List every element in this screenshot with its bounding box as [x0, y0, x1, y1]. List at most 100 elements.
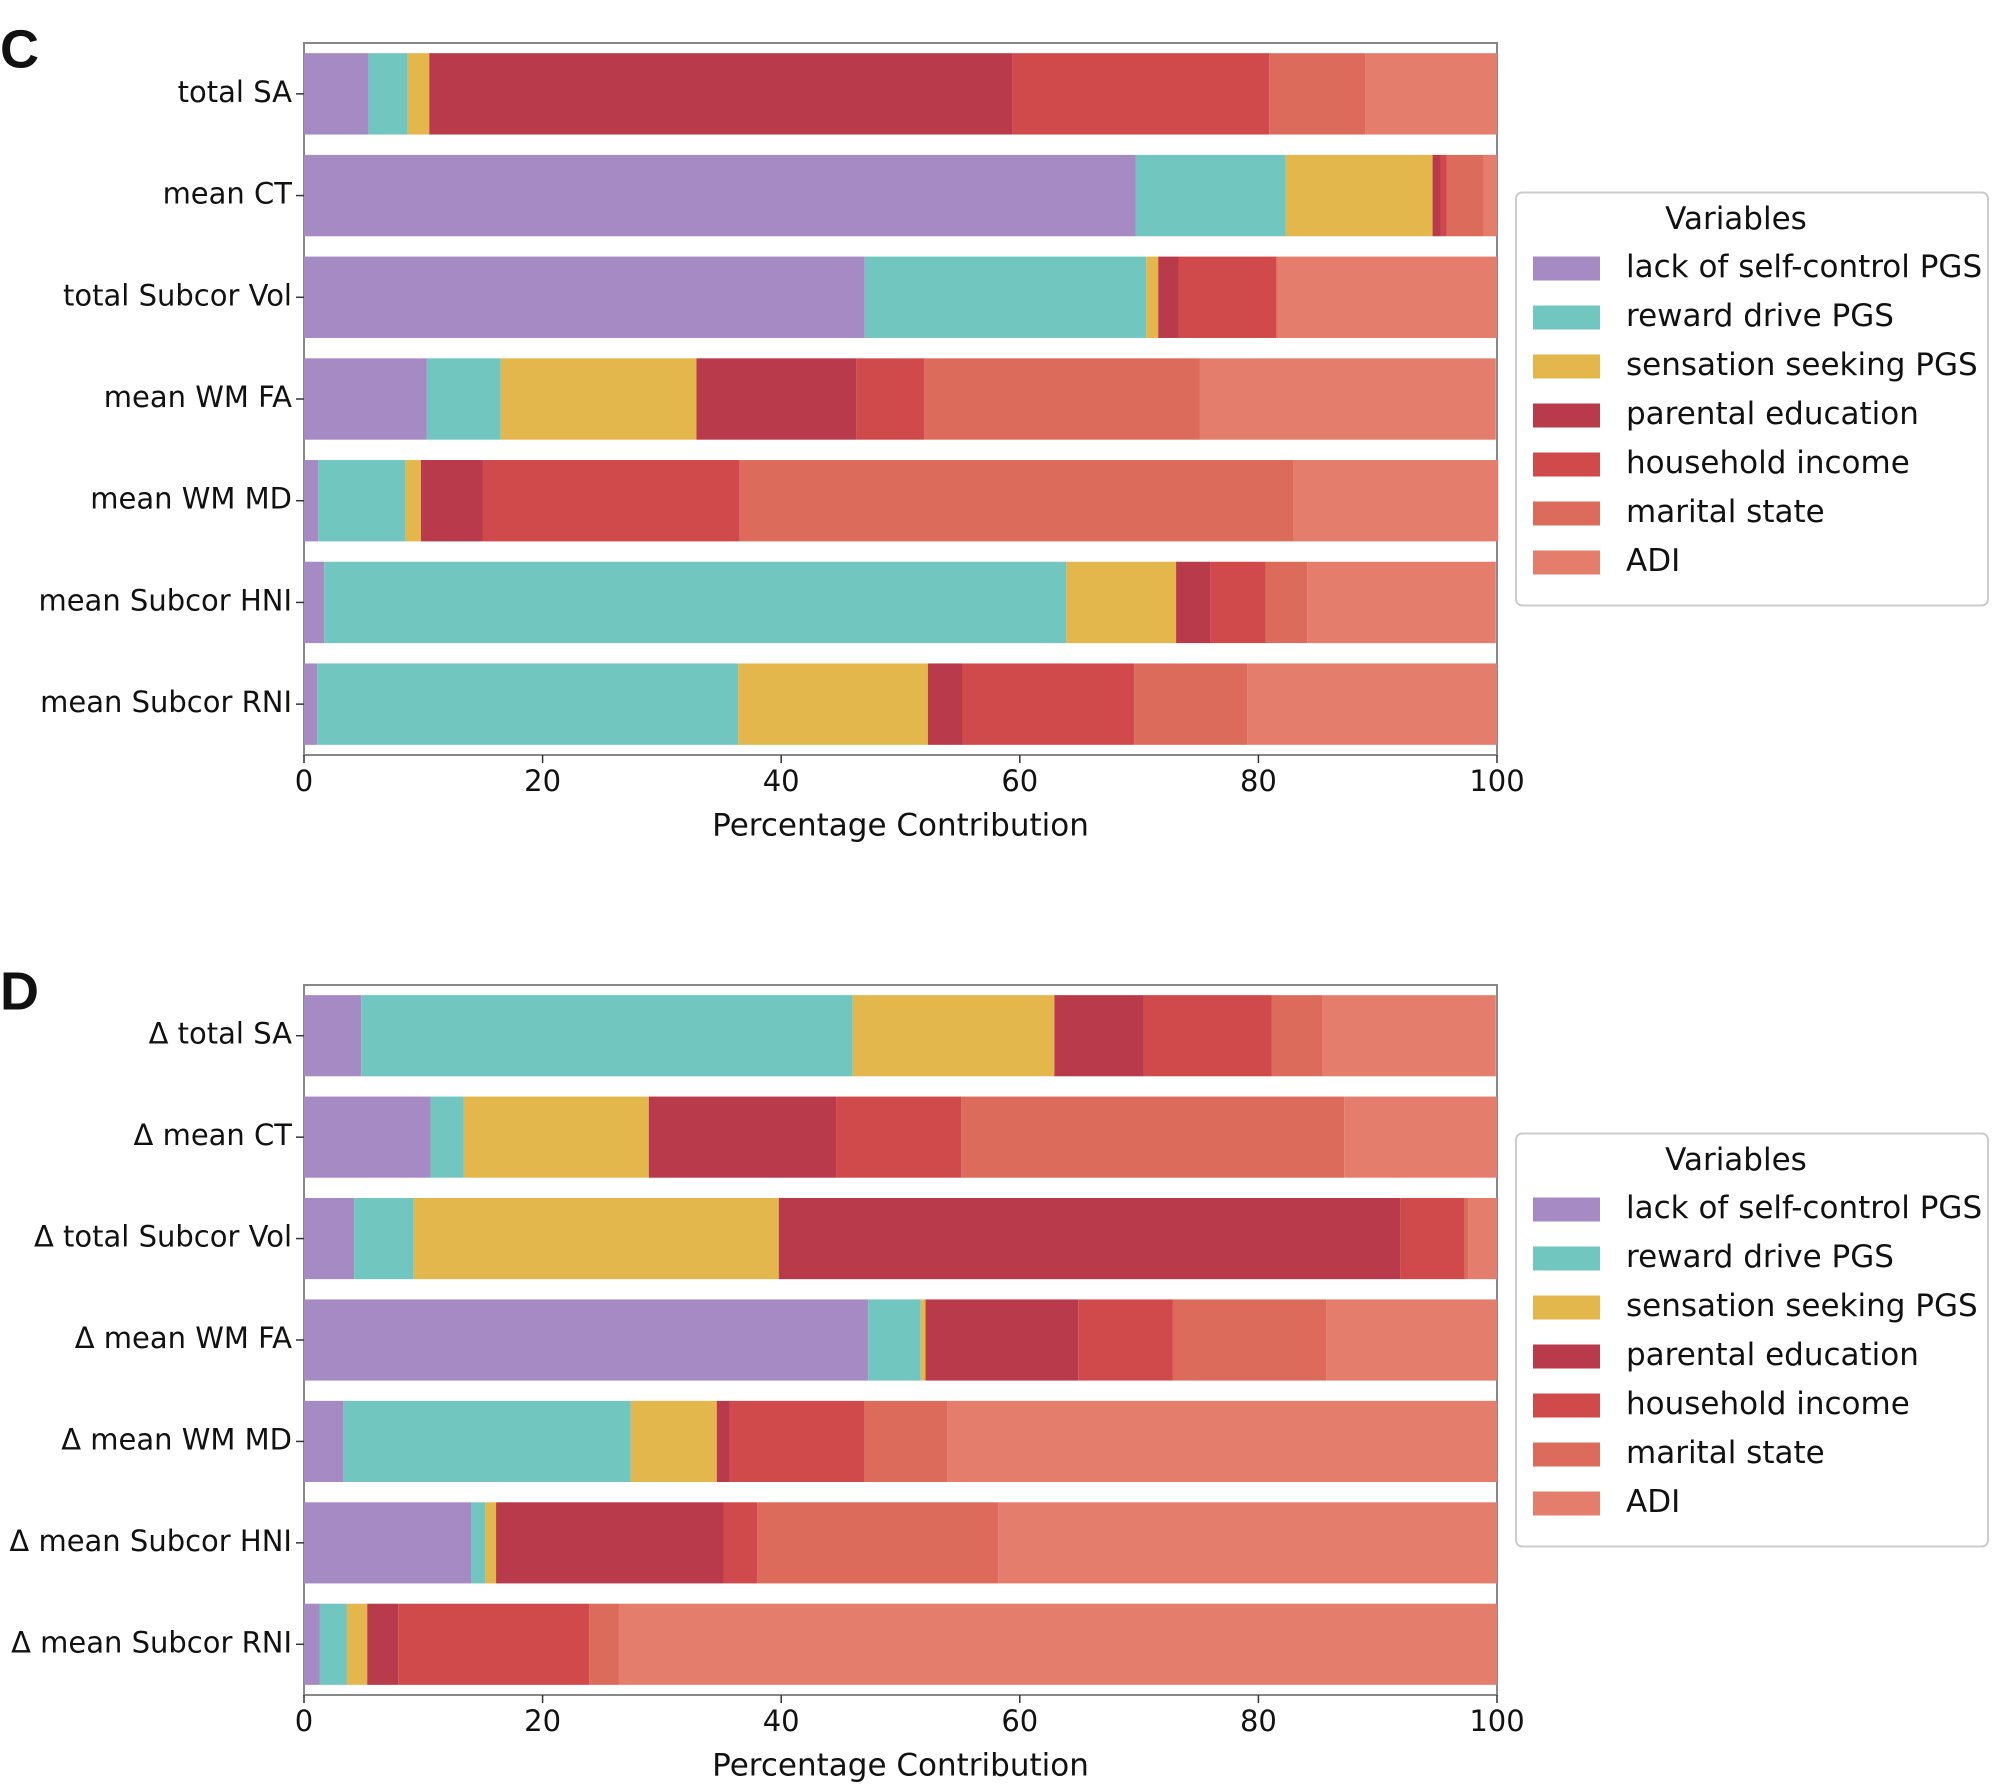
y-tick-label: Δ mean CT: [134, 1118, 293, 1152]
bar-segment: [1176, 561, 1211, 644]
bar-segment: [1143, 995, 1272, 1077]
y-tick-label: Δ mean WM MD: [61, 1422, 292, 1456]
bar-segment: [429, 53, 1013, 135]
bar-segment: [1322, 995, 1496, 1077]
bar-segment: [304, 663, 318, 745]
bar-segment: [405, 460, 421, 542]
bar-segment: [864, 1400, 948, 1482]
bar-segment: [1135, 154, 1286, 237]
bar-segment: [729, 1400, 865, 1482]
bar-segment: [868, 1299, 921, 1381]
bar-segment: [304, 1502, 472, 1584]
bar-segment: [304, 1198, 355, 1280]
y-tick-label: Δ mean Subcor HNI: [9, 1524, 292, 1558]
bar-segment: [696, 358, 857, 440]
bar-segment: [757, 1502, 999, 1584]
bar-segment: [304, 1096, 431, 1178]
x-tick-label: 80: [1240, 764, 1277, 798]
legend-label: parental education: [1626, 1337, 1919, 1373]
bar-segment: [998, 1502, 1497, 1584]
bar-segment: [1247, 663, 1497, 745]
bar-segment: [304, 460, 319, 542]
x-tick-label: 40: [763, 764, 800, 798]
bar-segment: [1210, 561, 1266, 644]
bar-segment: [398, 1603, 590, 1685]
bar-segment: [1400, 1198, 1465, 1280]
bar-segment: [304, 1603, 320, 1685]
y-tick-label: Δ total Subcor Vol: [34, 1220, 292, 1254]
legend-label: reward drive PGS: [1626, 1239, 1894, 1275]
y-tick-label: total SA: [178, 75, 292, 109]
legend-swatch: [1533, 1295, 1600, 1320]
legend-label: ADI: [1626, 1484, 1680, 1520]
y-tick-label: mean WM MD: [90, 482, 292, 516]
bar-segment: [471, 1502, 486, 1584]
legend-title: Variables: [1665, 1142, 1807, 1178]
bar-segment: [1134, 663, 1248, 745]
bar-segment: [1365, 53, 1497, 135]
bar-segment: [1178, 256, 1277, 338]
bar-segment: [500, 358, 697, 440]
x-tick-label: 60: [1001, 1704, 1038, 1738]
bar-segment: [346, 1603, 368, 1685]
panel-label: D: [0, 961, 39, 1021]
legend-label: lack of self-control PGS: [1626, 1190, 1982, 1226]
bar-segment: [1199, 358, 1496, 440]
legend-label: marital state: [1626, 494, 1825, 530]
bar-segment: [317, 663, 739, 745]
legend-swatch: [1533, 550, 1600, 575]
y-tick-label: mean CT: [163, 177, 293, 211]
x-tick-label: 100: [1469, 764, 1524, 798]
bar-segment: [426, 358, 501, 440]
bar-segment: [836, 1096, 962, 1178]
bar-segment: [1464, 1198, 1469, 1280]
bar-segment: [1066, 561, 1177, 644]
bar-segment: [864, 256, 1147, 338]
legend-label: household income: [1626, 1386, 1910, 1422]
bar-segment: [927, 663, 963, 745]
bar-segment: [1146, 256, 1159, 338]
bar-segment: [413, 1198, 779, 1280]
x-tick-label: 0: [295, 764, 313, 798]
legend-swatch: [1533, 452, 1600, 477]
legend-label: parental education: [1626, 396, 1919, 432]
bar-segment: [925, 1299, 1079, 1381]
bar-segment: [407, 53, 430, 135]
legend-swatch: [1533, 256, 1600, 281]
y-tick-label: mean WM FA: [104, 380, 292, 414]
bar-segment: [778, 1198, 1401, 1280]
y-tick-label: total Subcor Vol: [63, 278, 292, 312]
x-tick-label: 20: [524, 1704, 561, 1738]
y-tick-label: mean Subcor HNI: [38, 583, 292, 617]
bar-segment: [1012, 53, 1270, 135]
bar-segment: [1078, 1299, 1173, 1381]
bar-segment: [1276, 256, 1278, 338]
bar-segment: [1285, 154, 1433, 237]
x-axis-title: Percentage Contribution: [712, 808, 1089, 844]
legend-swatch: [1533, 1442, 1600, 1467]
bar-segment: [1483, 154, 1497, 237]
bar-segment: [962, 663, 1135, 745]
y-tick-label: mean Subcor RNI: [40, 685, 292, 719]
y-tick-label: Δ mean WM FA: [75, 1321, 292, 1355]
bar-segment: [1158, 256, 1179, 338]
bar-segment: [318, 460, 406, 542]
bar-segment: [1172, 1299, 1327, 1381]
bar-segment: [1468, 1198, 1497, 1280]
bar-segment: [304, 1400, 344, 1482]
bar-segment: [1277, 256, 1497, 338]
legend-swatch: [1533, 501, 1600, 526]
bar-segment: [1307, 561, 1496, 644]
bar-segment: [648, 1096, 837, 1178]
bar-segment: [723, 1502, 758, 1584]
bar-segment: [856, 358, 925, 440]
legend-swatch: [1533, 1393, 1600, 1418]
bar-segment: [324, 561, 1067, 644]
x-tick-label: 40: [763, 1704, 800, 1738]
bar-segment: [924, 358, 1200, 440]
legend-swatch: [1533, 403, 1600, 428]
bar-segment: [739, 460, 1293, 542]
bar-segment: [1446, 154, 1484, 237]
bar-segment: [304, 53, 369, 135]
bar-segment: [716, 1400, 730, 1482]
